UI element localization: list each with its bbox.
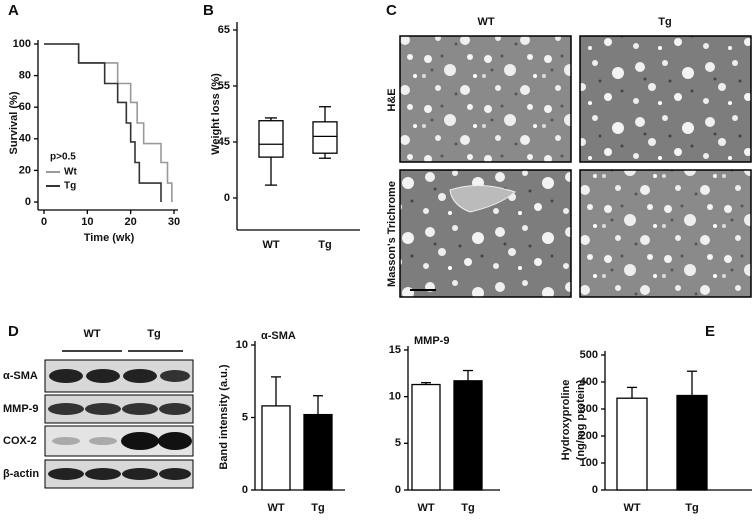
micrograph — [579, 35, 752, 163]
group-label: Tg — [147, 328, 160, 340]
bar — [453, 380, 483, 491]
y-axis-label: Band intensity (a.u.) — [218, 364, 230, 469]
x-tick-label: 0 — [41, 216, 47, 228]
band — [48, 403, 84, 415]
y-tick-label: 0 — [395, 484, 401, 496]
x-tick-label: 10 — [81, 216, 93, 228]
blot: α-SMA MMP-9 COX-2 β-actin — [3, 359, 194, 489]
bar — [676, 394, 708, 491]
bar — [261, 405, 291, 491]
legend-label: Wt — [64, 167, 77, 178]
y-axis-label: Weight loss (%) — [210, 73, 222, 155]
x-tick-label: Tg — [685, 502, 698, 514]
y-tick-label: 5 — [242, 411, 248, 423]
panel-letter: C — [386, 2, 397, 19]
y-tick-label: 20 — [19, 164, 31, 176]
bar — [616, 397, 648, 491]
x-tick-label: WT — [267, 502, 284, 514]
y-tick-label: 65 — [218, 24, 230, 36]
legend-label: Tg — [64, 181, 76, 192]
band — [121, 432, 159, 450]
survival-line — [44, 43, 162, 202]
bar — [303, 413, 333, 491]
y-tick-label: 100 — [13, 38, 31, 50]
bar — [411, 383, 441, 491]
y-tick-label: 40 — [19, 133, 31, 145]
x-tick-label: Tg — [311, 502, 324, 514]
x-axis-label: Time (wk) — [84, 232, 135, 244]
band — [52, 437, 80, 445]
box — [258, 120, 284, 158]
group-label: WT — [83, 328, 100, 340]
blot-label: MMP-9 — [3, 403, 38, 415]
band — [89, 437, 117, 445]
y-tick-label: 0 — [224, 192, 230, 204]
x-tick-label: 20 — [125, 216, 137, 228]
box — [312, 121, 338, 154]
panel-letter: E — [705, 323, 715, 340]
x-tick-label: WT — [262, 239, 279, 251]
y-tick-label: 60 — [19, 101, 31, 113]
band — [123, 369, 157, 383]
band — [122, 468, 158, 480]
blot-label: α-SMA — [3, 370, 38, 382]
y-tick-label: 0 — [592, 484, 598, 496]
band — [159, 468, 191, 480]
y-axis-label: Survival (%) — [8, 91, 20, 154]
y-tick-label: 100 — [580, 457, 598, 469]
y-tick-label: 200 — [580, 430, 598, 442]
band — [122, 403, 158, 415]
vessel — [449, 184, 516, 213]
band — [85, 403, 121, 415]
y-tick-label: 15 — [389, 344, 401, 356]
x-tick-label: Tg — [318, 239, 331, 251]
y-tick-label: 5 — [395, 437, 401, 449]
panel-letter: D — [8, 323, 19, 340]
y-tick-label: 300 — [580, 403, 598, 415]
band — [85, 468, 121, 480]
band — [49, 369, 83, 383]
column-label: WT — [477, 16, 494, 28]
annotation: p>0.5 — [50, 152, 76, 163]
y-tick-label: 45 — [218, 136, 230, 148]
row-label: H&E — [386, 88, 398, 111]
chart-title: MMP-9 — [414, 335, 449, 347]
y-tick-label: 55 — [218, 80, 230, 92]
y-tick-label: 400 — [580, 376, 598, 388]
y-tick-label: 500 — [580, 349, 598, 361]
panel-letter: B — [203, 2, 214, 19]
y-axis-label: Hydroxyproline — [560, 380, 572, 461]
band — [159, 403, 191, 415]
band — [48, 468, 84, 480]
micrograph — [399, 35, 572, 163]
x-tick-label: WT — [417, 502, 434, 514]
blot-label: COX-2 — [3, 435, 37, 447]
panel-letter: A — [8, 2, 19, 19]
band — [160, 370, 190, 382]
y-tick-label: 10 — [236, 339, 248, 351]
y-axis-label: (ng/mg protein) — [575, 379, 587, 460]
y-tick-label: 10 — [389, 391, 401, 403]
y-tick-label: 0 — [242, 484, 248, 496]
band — [158, 432, 192, 450]
column-label: Tg — [658, 16, 671, 28]
x-tick-label: Tg — [461, 502, 474, 514]
chart-title: α-SMA — [261, 330, 296, 342]
band — [86, 369, 120, 383]
y-tick-label: 0 — [25, 196, 31, 208]
row-label: Masson's Trichrome — [386, 181, 398, 287]
x-tick-label: 30 — [168, 216, 180, 228]
micrograph — [579, 169, 752, 298]
y-tick-label: 80 — [19, 70, 31, 82]
x-tick-label: WT — [623, 502, 640, 514]
blot-label: β-actin — [3, 468, 39, 480]
